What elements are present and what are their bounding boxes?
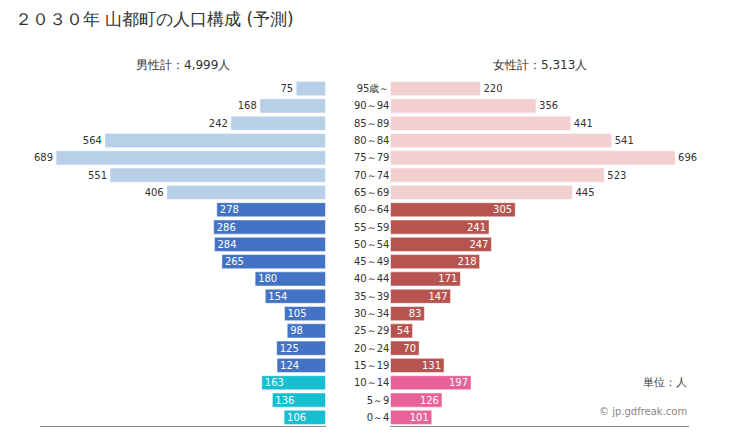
svg-text:5～9: 5～9 bbox=[367, 395, 390, 406]
svg-text:55～59: 55～59 bbox=[354, 222, 389, 233]
svg-text:60～64: 60～64 bbox=[354, 204, 389, 215]
svg-text:124: 124 bbox=[280, 360, 299, 371]
svg-text:単位：人: 単位：人 bbox=[643, 376, 687, 389]
svg-text:101: 101 bbox=[410, 412, 429, 423]
svg-text:163: 163 bbox=[265, 377, 284, 388]
svg-text:© jp.gdfreak.com: © jp.gdfreak.com bbox=[599, 406, 687, 417]
svg-text:105: 105 bbox=[287, 308, 306, 319]
svg-text:70: 70 bbox=[403, 343, 416, 354]
svg-text:男性計：4,999人: 男性計：4,999人 bbox=[136, 58, 230, 72]
svg-text:171: 171 bbox=[438, 273, 457, 284]
svg-text:265: 265 bbox=[225, 256, 244, 267]
svg-text:50～54: 50～54 bbox=[354, 239, 389, 250]
svg-text:242: 242 bbox=[209, 118, 228, 129]
svg-text:551: 551 bbox=[88, 170, 107, 181]
svg-text:75: 75 bbox=[280, 83, 293, 94]
svg-text:278: 278 bbox=[220, 204, 239, 215]
svg-text:40～44: 40～44 bbox=[354, 273, 389, 284]
svg-text:220: 220 bbox=[483, 83, 502, 94]
svg-text:241: 241 bbox=[467, 222, 486, 233]
svg-text:197: 197 bbox=[449, 377, 468, 388]
svg-text:106: 106 bbox=[287, 412, 306, 423]
svg-text:147: 147 bbox=[428, 291, 447, 302]
svg-text:136: 136 bbox=[275, 395, 294, 406]
svg-text:564: 564 bbox=[83, 135, 102, 146]
svg-text:696: 696 bbox=[678, 152, 697, 163]
svg-text:45～49: 45～49 bbox=[354, 256, 389, 267]
svg-text:83: 83 bbox=[409, 308, 422, 319]
svg-text:30～34: 30～34 bbox=[354, 308, 389, 319]
svg-text:441: 441 bbox=[574, 118, 593, 129]
svg-text:80～84: 80～84 bbox=[354, 135, 389, 146]
svg-text:689: 689 bbox=[34, 152, 53, 163]
svg-text:218: 218 bbox=[458, 256, 477, 267]
svg-text:126: 126 bbox=[420, 395, 439, 406]
svg-text:286: 286 bbox=[217, 222, 236, 233]
svg-text:65～69: 65～69 bbox=[354, 187, 389, 198]
svg-text:54: 54 bbox=[397, 325, 410, 336]
svg-text:406: 406 bbox=[145, 187, 164, 198]
svg-text:247: 247 bbox=[469, 239, 488, 250]
svg-text:20～24: 20～24 bbox=[354, 343, 389, 354]
svg-text:35～39: 35～39 bbox=[354, 291, 389, 302]
svg-text:75～79: 75～79 bbox=[354, 152, 389, 163]
svg-text:168: 168 bbox=[238, 100, 257, 111]
svg-text:95歳～: 95歳～ bbox=[357, 83, 390, 94]
svg-text:125: 125 bbox=[280, 343, 299, 354]
svg-text:445: 445 bbox=[575, 187, 594, 198]
svg-text:女性計：5,313人: 女性計：5,313人 bbox=[493, 58, 587, 72]
svg-text:541: 541 bbox=[615, 135, 634, 146]
svg-text:85～89: 85～89 bbox=[354, 118, 389, 129]
svg-text:523: 523 bbox=[607, 170, 626, 181]
svg-text:356: 356 bbox=[539, 100, 558, 111]
svg-text:98: 98 bbox=[290, 325, 303, 336]
svg-text:70～74: 70～74 bbox=[354, 170, 389, 181]
svg-text:154: 154 bbox=[268, 291, 287, 302]
svg-text:15～19: 15～19 bbox=[354, 360, 389, 371]
svg-text:284: 284 bbox=[217, 239, 236, 250]
svg-text:305: 305 bbox=[493, 204, 512, 215]
svg-text:180: 180 bbox=[258, 273, 277, 284]
svg-text:２０３０年 山都町の人口構成 (予測): ２０３０年 山都町の人口構成 (予測) bbox=[15, 9, 294, 29]
svg-text:131: 131 bbox=[422, 360, 441, 371]
svg-text:90～94: 90～94 bbox=[354, 100, 389, 111]
svg-text:25～29: 25～29 bbox=[354, 325, 389, 336]
svg-text:10～14: 10～14 bbox=[354, 377, 389, 388]
svg-text:0～4: 0～4 bbox=[367, 412, 390, 423]
